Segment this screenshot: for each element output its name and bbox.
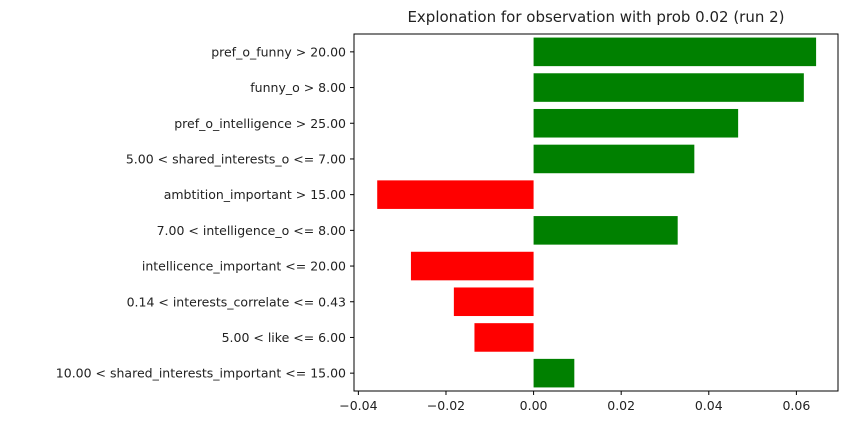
y-tick-label: 0.14 < interests_correlate <= 0.43	[127, 294, 346, 309]
x-tick-layer: −0.04 −0.02 0.00 0.02 0.04 0.06	[339, 391, 810, 413]
y-tick-label: pref_o_funny > 20.00	[211, 44, 346, 59]
chart-title: Explonation for observation with prob 0.…	[407, 8, 784, 26]
x-tick-label: 0.02	[607, 398, 635, 413]
y-tick-label: funny_o > 8.00	[250, 80, 346, 95]
y-tick-layer: pref_o_funny > 20.00 funny_o > 8.00 pref_o…	[56, 44, 354, 381]
x-tick-label: 0.06	[782, 398, 810, 413]
bar	[474, 323, 534, 352]
x-tick-label: 0.00	[520, 398, 548, 413]
x-tick-label: −0.04	[339, 398, 377, 413]
y-tick-label: ambtition_important > 15.00	[164, 187, 346, 202]
x-tick-label: −0.02	[427, 398, 465, 413]
y-tick-label: 7.00 < intelligence_o <= 8.00	[157, 223, 346, 238]
y-tick-label: 5.00 < like <= 6.00	[222, 330, 346, 345]
bar	[410, 251, 534, 281]
bar	[533, 73, 804, 102]
x-tick-label: 0.04	[695, 398, 723, 413]
bars-layer	[377, 37, 817, 388]
bar	[533, 37, 817, 67]
bar	[533, 358, 575, 388]
y-tick-label: pref_o_intelligence > 25.00	[174, 116, 346, 131]
bar	[533, 216, 678, 245]
y-tick-label: intellicence_important <= 20.00	[142, 259, 346, 274]
bar	[533, 108, 739, 138]
bar	[377, 180, 534, 209]
y-tick-label: 5.00 < shared_interests_o <= 7.00	[126, 151, 346, 166]
bar	[533, 144, 695, 174]
plot-frame	[353, 33, 839, 392]
y-tick-label: 10.00 < shared_interests_important <= 15…	[56, 366, 346, 381]
bar	[453, 287, 534, 317]
